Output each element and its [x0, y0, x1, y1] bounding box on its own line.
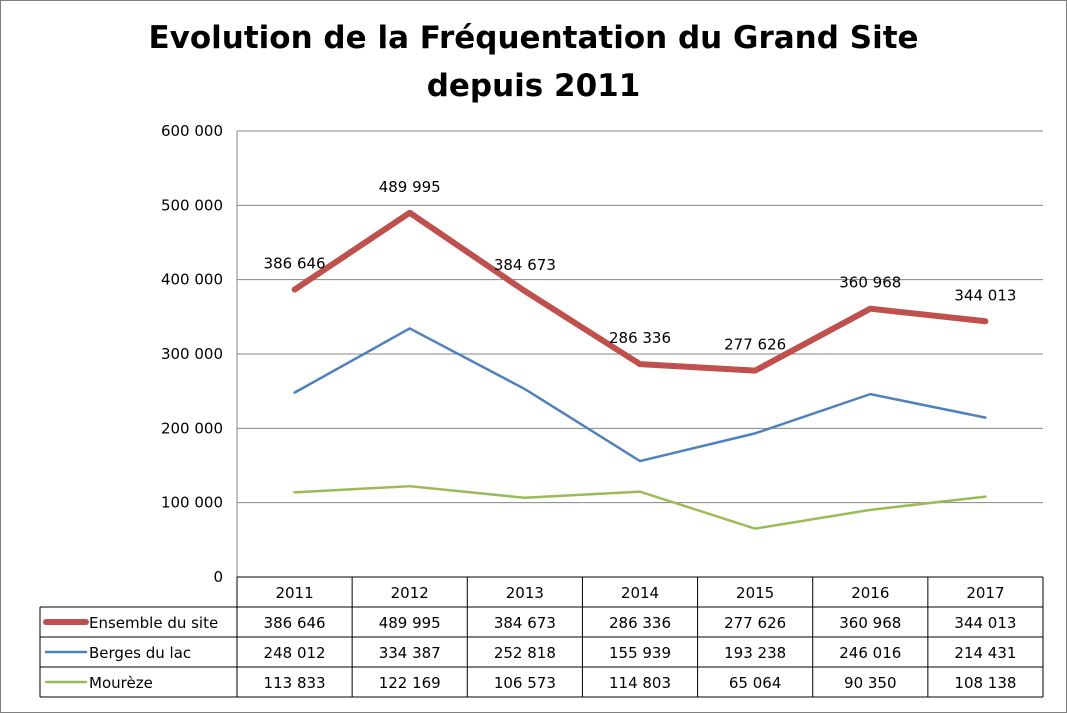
y-tick-label: 100 000 — [161, 494, 223, 512]
table-cell-value: 386 646 — [264, 614, 326, 632]
y-tick-label: 600 000 — [161, 122, 223, 140]
series-name: Mourèze — [89, 674, 153, 692]
data-label: 344 013 — [954, 286, 1016, 304]
data-label: 286 336 — [609, 329, 671, 347]
x-tick-label: 2011 — [275, 584, 313, 602]
x-tick-label: 2014 — [621, 584, 659, 602]
table-cell-value: 214 431 — [954, 644, 1016, 662]
table-cell-value: 113 833 — [264, 674, 326, 692]
table-cell-value: 65 064 — [729, 674, 782, 692]
data-label: 360 968 — [839, 274, 901, 292]
series-line — [293, 484, 987, 530]
x-tick-label: 2017 — [966, 584, 1004, 602]
x-tick-label: 2013 — [506, 584, 544, 602]
y-tick-label: 500 000 — [161, 196, 223, 214]
data-label: 386 646 — [264, 255, 326, 273]
y-tick-label: 400 000 — [161, 271, 223, 289]
chart-title: Evolution de la Fréquentation du Grand S… — [148, 20, 919, 56]
data-label: 384 673 — [494, 256, 556, 274]
chart-subtitle: depuis 2011 — [426, 68, 641, 104]
table-cell-value: 344 013 — [954, 614, 1016, 632]
table-cell-value: 334 387 — [379, 644, 441, 662]
table-cell-value: 384 673 — [494, 614, 556, 632]
table-cell-value: 155 939 — [609, 644, 671, 662]
y-tick-label: 300 000 — [161, 345, 223, 363]
table-cell-value: 193 238 — [724, 644, 786, 662]
table-cell-value: 90 350 — [844, 674, 897, 692]
x-tick-label: 2012 — [391, 584, 429, 602]
table-cell-value: 246 016 — [839, 644, 901, 662]
table-cell-value: 122 169 — [379, 674, 441, 692]
table-cell-value: 106 573 — [494, 674, 556, 692]
x-tick-label: 2015 — [736, 584, 774, 602]
series-line — [293, 327, 987, 463]
table-cell-value: 286 336 — [609, 614, 671, 632]
table-cell-value: 252 818 — [494, 644, 556, 662]
series-line — [291, 209, 989, 374]
y-tick-label: 0 — [213, 568, 223, 586]
table-cell-value: 114 803 — [609, 674, 671, 692]
table-cell-value: 248 012 — [264, 644, 326, 662]
data-label: 277 626 — [724, 336, 786, 354]
table-cell-value: 360 968 — [839, 614, 901, 632]
x-tick-label: 2016 — [851, 584, 889, 602]
table-cell-value: 108 138 — [954, 674, 1016, 692]
series-name: Ensemble du site — [89, 614, 218, 632]
table-cell-value: 277 626 — [724, 614, 786, 632]
table-cell-value: 489 995 — [379, 614, 441, 632]
series-name: Berges du lac — [89, 644, 191, 662]
data-label: 489 995 — [379, 178, 441, 196]
y-tick-label: 200 000 — [161, 419, 223, 437]
